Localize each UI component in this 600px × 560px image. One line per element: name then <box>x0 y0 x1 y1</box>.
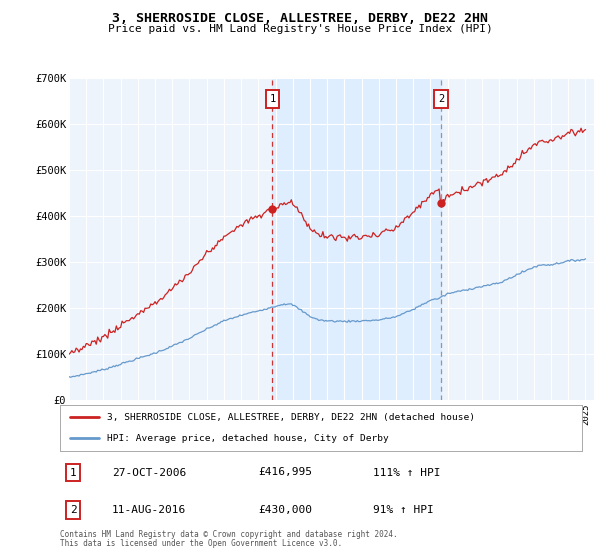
Text: 2: 2 <box>70 505 76 515</box>
Text: 27-OCT-2006: 27-OCT-2006 <box>112 468 187 478</box>
Text: 1: 1 <box>269 94 275 104</box>
Text: 3, SHERROSIDE CLOSE, ALLESTREE, DERBY, DE22 2HN: 3, SHERROSIDE CLOSE, ALLESTREE, DERBY, D… <box>112 12 488 25</box>
Text: Price paid vs. HM Land Registry's House Price Index (HPI): Price paid vs. HM Land Registry's House … <box>107 24 493 34</box>
Text: 3, SHERROSIDE CLOSE, ALLESTREE, DERBY, DE22 2HN (detached house): 3, SHERROSIDE CLOSE, ALLESTREE, DERBY, D… <box>107 413 475 422</box>
Text: 1: 1 <box>70 468 76 478</box>
Text: 11-AUG-2016: 11-AUG-2016 <box>112 505 187 515</box>
Text: £430,000: £430,000 <box>259 505 313 515</box>
Bar <box>272 78 441 400</box>
Text: HPI: Average price, detached house, City of Derby: HPI: Average price, detached house, City… <box>107 434 389 443</box>
Text: This data is licensed under the Open Government Licence v3.0.: This data is licensed under the Open Gov… <box>60 539 342 548</box>
Text: 111% ↑ HPI: 111% ↑ HPI <box>373 468 440 478</box>
Text: 91% ↑ HPI: 91% ↑ HPI <box>373 505 434 515</box>
Text: 2: 2 <box>438 94 444 104</box>
Text: Contains HM Land Registry data © Crown copyright and database right 2024.: Contains HM Land Registry data © Crown c… <box>60 530 398 539</box>
Text: £416,995: £416,995 <box>259 468 313 478</box>
